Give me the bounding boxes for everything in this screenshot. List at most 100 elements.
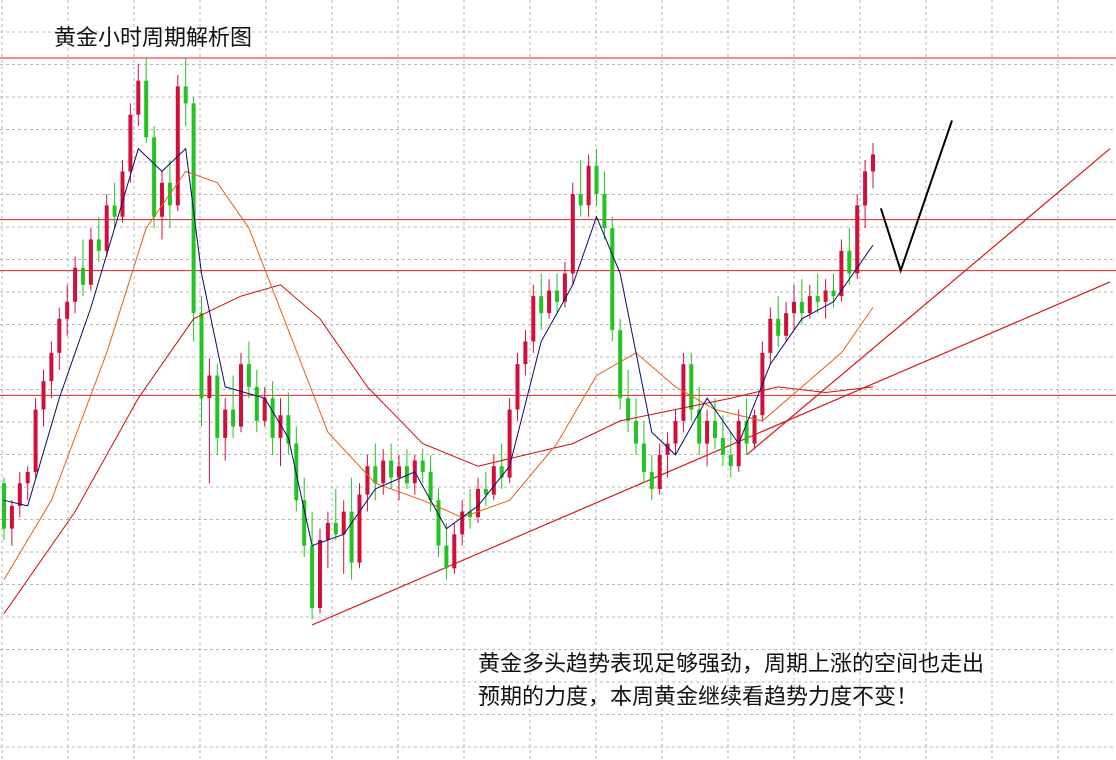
candle-bullish: [855, 205, 860, 274]
trendline: [746, 148, 1111, 456]
candle-bearish: [555, 290, 559, 302]
candle-bearish: [302, 500, 307, 546]
candle-bearish: [270, 398, 275, 438]
ma-fast-line: [3, 147, 874, 547]
candle-bullish: [547, 290, 552, 314]
candle-bearish: [231, 409, 236, 427]
chart-title: 黄金小时周期解析图: [54, 26, 253, 51]
candle-bullish: [673, 420, 678, 444]
candle-bearish: [96, 239, 101, 251]
candle-bullish: [41, 381, 46, 410]
moving-averages: [3, 147, 874, 614]
candle-bearish: [183, 86, 188, 104]
ma-slow-line: [3, 284, 874, 614]
candle-bullish: [160, 182, 164, 217]
candle-bearish: [799, 301, 804, 314]
analysis-note: 黄金多头趋势表现足够强劲，周期上涨的空间也走出 预期的力度，本周黄金继续看趋势力…: [478, 648, 1108, 714]
candle-bearish: [697, 409, 702, 444]
candle-bullish: [49, 352, 54, 382]
candle-bearish: [744, 420, 749, 444]
candle-bearish: [578, 194, 583, 206]
analysis-note-line-1: 黄金多头趋势表现足够强劲，周期上涨的空间也走出: [478, 652, 985, 677]
candle-bullish: [562, 273, 567, 302]
candle-bearish: [420, 460, 425, 472]
candle-bearish: [815, 296, 820, 302]
candle-bullish: [586, 165, 591, 206]
candle-bearish: [728, 454, 733, 467]
candle-bullish: [136, 80, 141, 115]
candle-bullish: [657, 454, 662, 489]
candle-bullish: [523, 341, 528, 365]
candle-bullish: [262, 398, 267, 421]
candle-bullish: [341, 511, 346, 535]
candle-bullish: [476, 488, 480, 518]
candle-bearish: [286, 415, 291, 444]
candle-bearish: [215, 375, 220, 438]
candle-bearish: [634, 420, 638, 444]
candle-bullish: [278, 415, 283, 438]
candle-bullish: [381, 460, 386, 484]
candle-bullish: [25, 471, 30, 484]
candle-bearish: [444, 545, 449, 569]
candle-bearish: [539, 296, 544, 314]
candle-bullish: [839, 250, 844, 297]
candle-bullish: [863, 171, 868, 206]
candle-bullish: [531, 296, 536, 342]
candle-bearish: [428, 471, 433, 501]
candle-bullish: [792, 301, 796, 314]
candle-bearish: [333, 522, 338, 535]
candle-bearish: [152, 137, 157, 217]
candle-bullish: [752, 415, 757, 444]
candle-bearish: [112, 205, 117, 217]
candle-bearish: [310, 545, 315, 608]
candle-bullish: [9, 505, 14, 529]
candle-bullish: [768, 318, 773, 353]
candle-bullish: [128, 114, 133, 172]
candle-bullish: [665, 443, 670, 455]
analysis-note-line-2: 预期的力度，本周黄金继续看趋势力度不变！: [478, 685, 919, 710]
candle-bullish: [175, 86, 180, 206]
candle-bullish: [88, 239, 93, 285]
candle-bearish: [618, 330, 623, 399]
candle-bearish: [254, 386, 259, 421]
candle-bearish: [81, 267, 85, 285]
candle-bullish: [491, 466, 496, 495]
candle-bullish: [57, 318, 62, 353]
candle-bullish: [515, 364, 520, 410]
candle-bullish: [397, 466, 401, 478]
candle-bearish: [641, 443, 646, 472]
candle-bullish: [681, 364, 686, 421]
candlesticks: [2, 58, 875, 620]
candle-bullish: [871, 154, 875, 172]
trendlines: [311, 148, 1111, 626]
projection-path: [879, 120, 953, 274]
candle-bearish: [847, 250, 852, 274]
candle-bearish: [720, 437, 725, 455]
candle-bearish: [602, 194, 607, 229]
projection-line: [879, 120, 953, 274]
candle-bearish: [404, 466, 409, 484]
candle-bearish: [626, 398, 631, 421]
candle-bullish: [223, 409, 228, 438]
candle-bearish: [776, 318, 781, 336]
candle-bearish: [436, 500, 441, 546]
candle-bearish: [594, 165, 599, 195]
candle-bullish: [784, 313, 789, 336]
candle-bullish: [460, 511, 465, 535]
candle-bearish: [483, 488, 488, 495]
candle-bullish: [17, 483, 22, 506]
candle-bullish: [357, 494, 362, 563]
trendline: [311, 281, 1111, 626]
ma-mid-line: [3, 170, 874, 580]
candle-bullish: [318, 539, 322, 608]
candle-bearish: [389, 460, 394, 478]
candle-bullish: [239, 364, 243, 427]
candle-bearish: [649, 471, 654, 489]
candle-bullish: [452, 534, 457, 569]
candle-bullish: [65, 301, 70, 319]
candle-bullish: [823, 290, 828, 302]
candle-bearish: [349, 511, 354, 563]
candle-bullish: [33, 409, 38, 472]
